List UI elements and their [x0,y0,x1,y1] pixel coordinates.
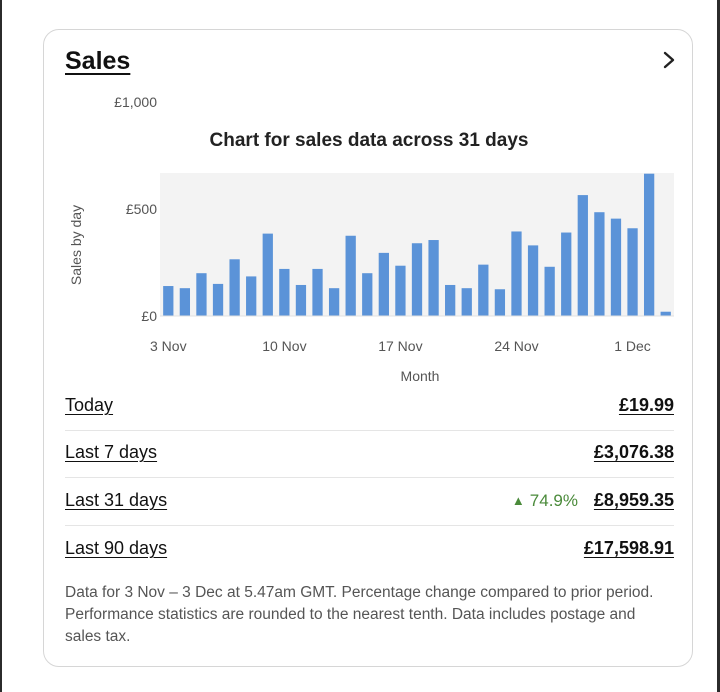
bar-26 [577,195,588,316]
x-tick-label: 17 Nov [378,338,422,354]
data-footnote: Data for 3 Nov – 3 Dec at 5.47am GMT. Pe… [65,584,654,645]
bar-29 [627,228,638,316]
up-triangle-icon: ▲ [511,493,525,508]
period-row-last-31-days[interactable]: Last 31 days ▲ 74.9% £8,959.35 [65,490,674,518]
bar-17 [428,240,439,316]
bar-7 [262,233,273,316]
period-row-today[interactable]: Today £19.99 [65,395,674,423]
period-row-last-90-days[interactable]: Last 90 days £17,598.91 [65,538,674,566]
bar-13 [362,273,373,316]
y-tick-label: £1,000 [114,94,157,110]
window-edge-left [0,0,2,692]
bar-11 [328,288,340,316]
bar-2 [179,288,191,316]
x-axis-label: Month [401,368,440,384]
y-axis-label: Sales by day [68,205,84,285]
percentage-change: ▲ 74.9% [512,491,578,511]
bar-9 [295,284,307,316]
bar-23 [527,245,539,316]
chevron-right-icon[interactable] [659,50,679,70]
bar-10 [312,268,323,316]
bar-3 [196,273,207,316]
y-axis-ticks: £1,000 £500 £0 [114,94,157,324]
bar-31 [660,311,671,316]
bar-12 [345,235,356,316]
period-row-last-7-days[interactable]: Last 7 days £3,076.38 [65,442,674,470]
sales-card: Sales Chart for sales data across 31 day… [43,29,693,667]
bar-21 [494,289,506,316]
row-divider [65,430,674,431]
bar-19 [461,288,472,316]
change-value: 74.9% [529,491,578,510]
period-label[interactable]: Last 90 days [65,538,168,558]
sales-chart: £1,000 £500 £0 3 Nov 10 Nov 17 Nov 24 Nov 1 De… [68,94,674,384]
bar-5 [229,259,240,316]
bar-6 [246,276,257,316]
bar-18 [445,284,456,316]
row-divider [65,477,674,478]
period-label[interactable]: Today [65,395,114,415]
row-divider [65,525,674,526]
bar-14 [378,252,389,316]
bar-30 [643,173,655,316]
bar-27 [594,212,605,316]
x-tick-label: 1 Dec [614,338,651,354]
bar-25 [561,232,572,316]
bar-1 [163,286,174,316]
period-value[interactable]: £3,076.38 [593,442,674,462]
x-tick-label: 3 Nov [150,338,187,354]
bar-22 [511,231,522,316]
card-title[interactable]: Sales [65,47,131,75]
bar-24 [544,266,555,316]
bar-group [160,173,674,317]
period-value[interactable]: £19.99 [618,395,674,415]
window-edge-right [717,0,720,692]
y-tick-label: £0 [141,308,157,324]
period-value[interactable]: £17,598.91 [583,538,674,558]
period-label[interactable]: Last 7 days [65,442,158,462]
chart-title: Chart for sales data across 31 days [209,130,529,151]
period-label[interactable]: Last 31 days [65,490,168,510]
y-tick-label: £500 [126,201,157,217]
x-tick-label: 24 Nov [494,338,538,354]
bar-16 [411,243,423,316]
bar-28 [610,218,622,316]
bar-4 [212,283,224,316]
bar-8 [279,268,290,316]
x-tick-label: 10 Nov [262,338,306,354]
period-value[interactable]: £8,959.35 [593,490,674,510]
bar-15 [395,265,406,316]
bar-20 [478,264,489,316]
x-axis-ticks: 3 Nov 10 Nov 17 Nov 24 Nov 1 Dec [150,338,651,354]
